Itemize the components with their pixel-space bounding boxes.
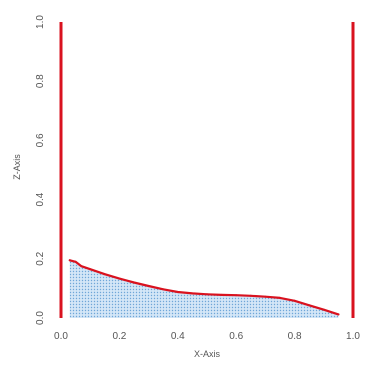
data-point — [162, 288, 165, 291]
data-point — [235, 294, 238, 297]
data-point — [176, 291, 179, 293]
data-point — [206, 293, 208, 296]
data-point — [293, 299, 296, 302]
data-point — [337, 313, 340, 316]
data-point — [191, 292, 194, 295]
data-point — [80, 265, 83, 268]
y-tick-label: 0.4 — [35, 192, 46, 206]
data-point — [89, 268, 92, 271]
y-axis-label: Z-Axis — [12, 154, 22, 180]
x-tick-label: 0.4 — [171, 331, 185, 342]
data-point — [118, 277, 121, 280]
area-fill-series-0 — [69, 260, 339, 318]
x-tick-label: 0.8 — [288, 331, 302, 342]
data-point — [68, 259, 71, 262]
data-point — [220, 293, 223, 296]
data-point — [264, 295, 267, 298]
data-point — [308, 304, 311, 307]
data-point — [249, 294, 252, 297]
x-tick-label: 1.0 — [346, 331, 360, 342]
x-tick-label: 0.6 — [229, 331, 243, 342]
y-tick-label: 0.6 — [35, 133, 46, 147]
x-tick-label: 0.0 — [54, 331, 68, 342]
data-point — [322, 308, 325, 311]
y-tick-label: 0.0 — [35, 311, 46, 325]
x-axis-label: X-Axis — [194, 349, 221, 359]
data-point — [103, 273, 106, 276]
x-tick-label: 0.2 — [112, 331, 126, 342]
y-tick-label: 0.8 — [35, 74, 46, 88]
y-tick-label: 1.0 — [35, 15, 46, 29]
data-point — [279, 296, 281, 299]
data-point — [147, 285, 150, 287]
data-point — [74, 260, 77, 263]
data-point — [133, 281, 135, 284]
y-tick-label: 0.2 — [35, 251, 46, 265]
